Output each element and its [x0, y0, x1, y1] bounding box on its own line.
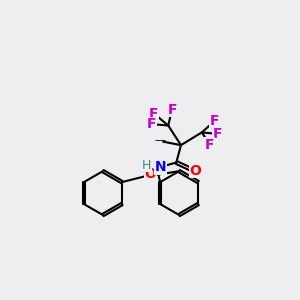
Text: O: O [145, 167, 157, 181]
Text: N: N [155, 160, 167, 174]
Text: —: — [154, 135, 166, 145]
Text: F: F [210, 114, 219, 128]
Text: F: F [213, 127, 222, 141]
Text: H: H [142, 159, 151, 172]
Text: F: F [205, 138, 214, 152]
Text: F: F [149, 106, 159, 121]
Text: F: F [168, 103, 177, 117]
Text: O: O [189, 164, 201, 178]
Text: F: F [147, 117, 156, 131]
